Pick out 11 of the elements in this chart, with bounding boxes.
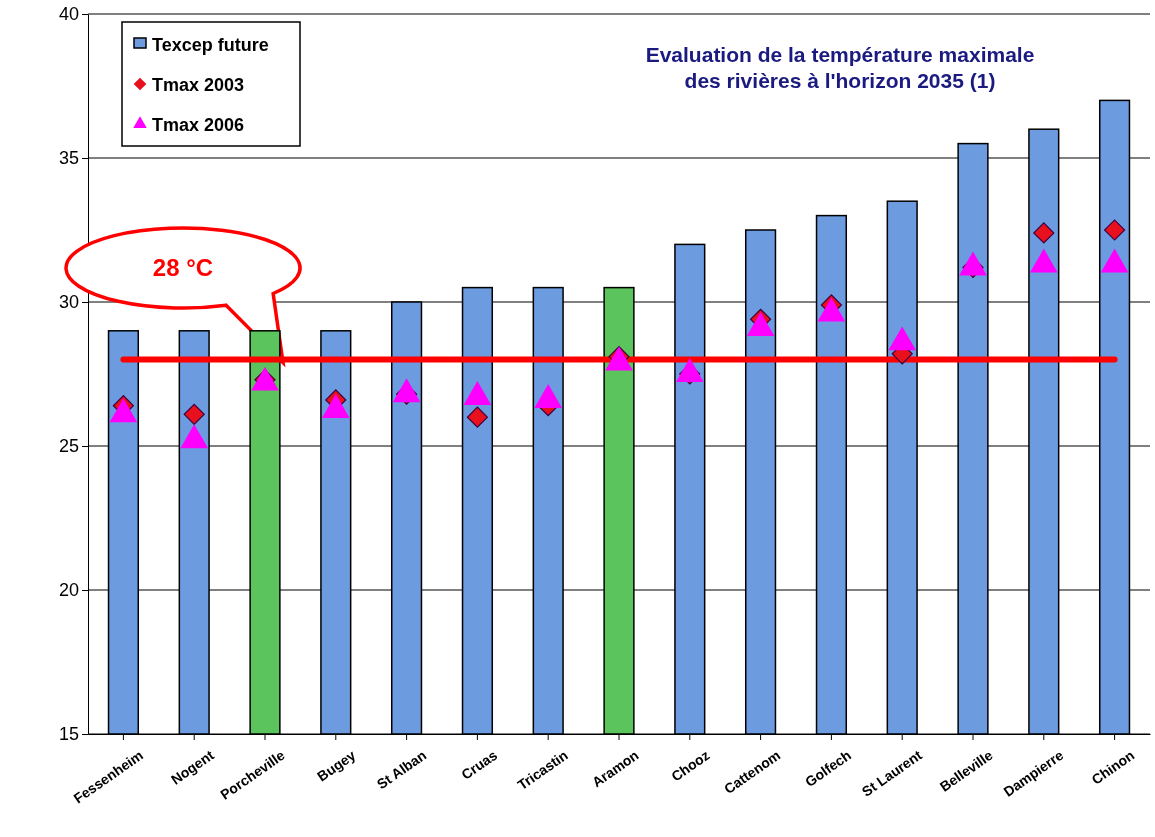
- ref-line-label: 28 °C: [152, 254, 214, 281]
- legend-label: Texcep future: [152, 35, 269, 55]
- legend-label: Tmax 2006: [152, 115, 245, 135]
- y-tick-label: 25: [58, 436, 79, 457]
- y-tick-label: 40: [58, 4, 79, 25]
- legend-label: Tmax 2003: [152, 75, 245, 95]
- y-tick-label: 20: [58, 580, 79, 601]
- y-tick-label: 30: [58, 292, 79, 313]
- y-tick-label: 35: [58, 148, 79, 169]
- text: Evaluation de la température maximale des rivières à l'horizon 2035 (1): [645, 43, 1035, 92]
- y-tick-label: 15: [58, 724, 79, 745]
